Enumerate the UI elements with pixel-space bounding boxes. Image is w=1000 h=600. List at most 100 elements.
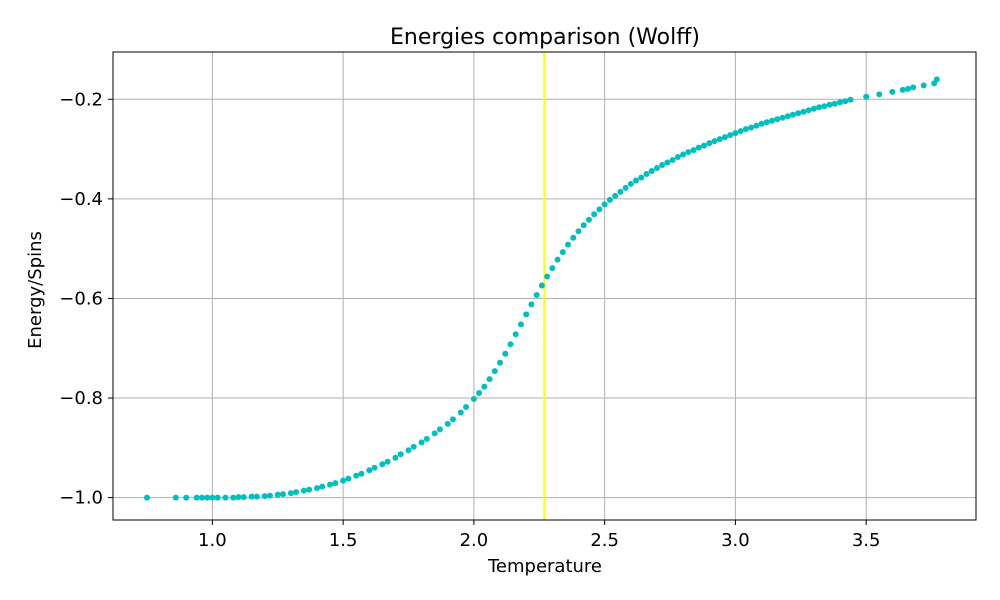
data-point: [293, 489, 300, 496]
axis-ticks: 1.0 1.5 2.0 2.5 3.0 3.5 −1.0 −0.8 −0.6 −0.4 −0.2: [59, 89, 880, 551]
y-tick-label: −1.0: [59, 488, 103, 509]
data-point: [230, 494, 237, 501]
data-point: [300, 487, 307, 494]
data-point: [345, 475, 352, 482]
data-point: [538, 282, 545, 289]
data-point: [716, 136, 723, 143]
data-point: [748, 124, 755, 131]
data-point: [193, 494, 200, 501]
data-point: [847, 96, 854, 103]
data-point: [653, 165, 660, 172]
data-point: [240, 494, 247, 501]
data-point: [842, 98, 849, 105]
data-point: [669, 157, 676, 164]
data-point: [753, 122, 760, 129]
data-point: [575, 228, 582, 235]
data-point: [612, 192, 619, 199]
data-point: [674, 154, 681, 161]
data-point: [721, 134, 728, 141]
data-point: [371, 464, 378, 471]
data-point: [758, 120, 765, 127]
data-point: [933, 76, 940, 83]
x-tick-label: 3.5: [852, 530, 881, 551]
data-point: [591, 211, 598, 218]
x-tick-label: 1.5: [329, 530, 358, 551]
data-point: [497, 359, 504, 366]
data-point: [706, 140, 713, 147]
data-point: [680, 151, 687, 158]
data-point: [491, 368, 498, 375]
data-point: [905, 85, 912, 92]
x-tick-label: 1.0: [198, 530, 227, 551]
data-point: [627, 180, 634, 187]
data-point: [486, 376, 493, 383]
y-tick-label: −0.6: [59, 288, 103, 309]
data-point: [544, 273, 551, 280]
data-point: [512, 331, 519, 338]
data-point: [899, 86, 906, 93]
data-point: [306, 486, 313, 493]
x-tick-label: 2.5: [590, 530, 619, 551]
data-point: [664, 159, 671, 166]
data-point: [821, 103, 828, 110]
y-tick-label: −0.8: [59, 388, 103, 409]
data-point: [366, 467, 373, 474]
data-point: [570, 234, 577, 241]
data-point: [633, 177, 640, 184]
data-point: [596, 206, 603, 213]
data-point: [266, 492, 273, 499]
data-point: [800, 108, 807, 115]
data-point: [695, 144, 702, 151]
data-point: [405, 447, 412, 454]
data-point: [622, 184, 629, 191]
data-point: [826, 101, 833, 108]
data-point: [353, 472, 360, 479]
data-point: [816, 104, 823, 111]
data-point: [711, 138, 718, 145]
data-point: [392, 454, 399, 461]
data-point: [889, 88, 896, 95]
data-point: [507, 341, 514, 348]
data-point: [204, 494, 211, 501]
data-point: [397, 451, 404, 458]
x-axis-label: Temperature: [487, 556, 602, 577]
data-point: [248, 493, 255, 500]
data-point: [805, 107, 812, 114]
data-point: [863, 93, 870, 100]
data-point: [585, 216, 592, 223]
data-point: [685, 149, 692, 156]
data-point: [470, 396, 477, 403]
data-point: [638, 174, 645, 181]
data-point: [727, 132, 734, 139]
data-point: [774, 116, 781, 123]
data-point: [523, 311, 530, 318]
data-point: [580, 222, 587, 229]
data-point: [384, 458, 391, 465]
data-point: [789, 111, 796, 118]
data-point: [763, 119, 770, 126]
data-point: [476, 390, 483, 397]
data-point: [831, 100, 838, 107]
data-point: [449, 416, 456, 423]
data-point: [327, 481, 334, 488]
data-point: [340, 477, 347, 484]
data-point: [659, 162, 666, 169]
data-point: [183, 494, 190, 501]
data-point: [261, 493, 268, 500]
data-point: [769, 117, 776, 124]
data-point: [810, 105, 817, 112]
data-point: [253, 493, 260, 500]
data-point: [222, 494, 229, 501]
data-point: [143, 494, 150, 501]
data-point: [279, 491, 286, 498]
y-tick-label: −0.2: [59, 89, 103, 110]
data-point: [732, 130, 739, 137]
plot-frame: [112, 51, 977, 521]
data-point: [554, 256, 561, 263]
data-point: [643, 170, 650, 177]
data-point: [358, 470, 365, 477]
data-point: [549, 265, 556, 272]
data-point: [444, 420, 451, 427]
data-point: [795, 110, 802, 117]
